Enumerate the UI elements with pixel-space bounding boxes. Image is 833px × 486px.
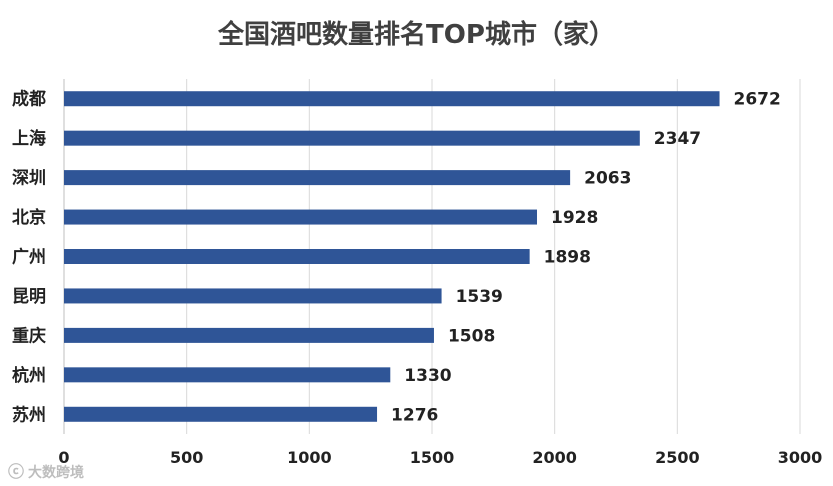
x-tick-label: 3000 bbox=[778, 448, 823, 467]
bar bbox=[64, 327, 434, 343]
bar bbox=[64, 406, 378, 422]
watermark-icon: ⓒ bbox=[8, 462, 25, 481]
watermark: ⓒ 大数跨境 bbox=[8, 458, 84, 482]
data-label: 1928 bbox=[551, 208, 598, 228]
data-label: 1539 bbox=[456, 287, 503, 307]
data-label: 1508 bbox=[448, 326, 495, 346]
data-label: 1898 bbox=[544, 248, 591, 268]
data-label: 1276 bbox=[391, 405, 438, 425]
data-label: 2672 bbox=[734, 90, 781, 110]
category-label: 北京 bbox=[12, 207, 46, 228]
category-label: 上海 bbox=[12, 128, 46, 149]
bar bbox=[64, 288, 442, 304]
bar bbox=[64, 170, 571, 186]
bar bbox=[64, 209, 538, 225]
chart-title: 全国酒吧数量排名TOP城市（家） bbox=[218, 20, 615, 50]
bar bbox=[64, 367, 391, 383]
data-label: 2347 bbox=[654, 129, 701, 149]
bar bbox=[64, 91, 720, 107]
x-tick-label: 1000 bbox=[287, 448, 332, 467]
category-label: 深圳 bbox=[12, 168, 46, 189]
watermark-text: 大数跨境 bbox=[28, 465, 85, 481]
category-label: 重庆 bbox=[12, 325, 46, 346]
category-label: 杭州 bbox=[12, 365, 46, 386]
bar bbox=[64, 249, 530, 264]
x-tick-label: 0 bbox=[58, 448, 69, 467]
x-tick-label: 500 bbox=[170, 448, 203, 467]
x-tick-label: 2000 bbox=[532, 448, 577, 467]
category-label: 成都 bbox=[12, 89, 46, 110]
data-label: 2063 bbox=[584, 169, 631, 189]
x-tick-label: 1500 bbox=[410, 448, 455, 467]
category-label: 广州 bbox=[12, 247, 46, 268]
category-label: 苏州 bbox=[12, 404, 46, 425]
x-tick-label: 2500 bbox=[655, 448, 700, 467]
data-label: 1330 bbox=[404, 366, 451, 386]
bar bbox=[64, 130, 640, 146]
category-label: 昆明 bbox=[12, 287, 46, 307]
